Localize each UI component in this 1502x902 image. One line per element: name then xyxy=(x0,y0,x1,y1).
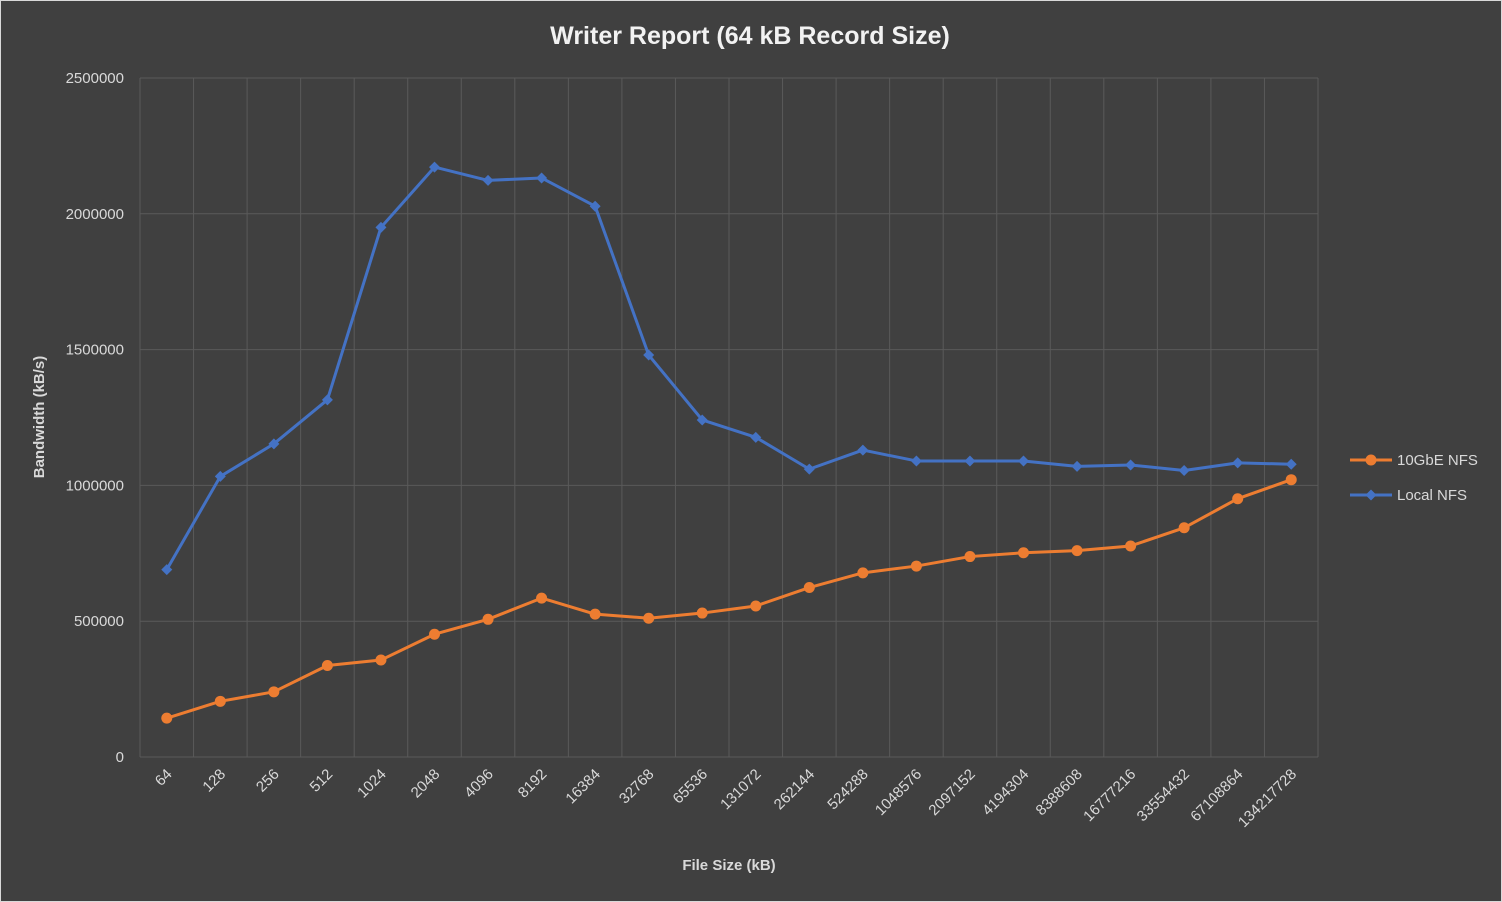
data-point xyxy=(803,582,815,594)
legend: 10GbE NFS Local NFS xyxy=(1350,452,1478,504)
x-tick-label: 262144 xyxy=(771,766,818,813)
legend-marker xyxy=(1365,454,1377,466)
data-point xyxy=(589,608,601,620)
data-point xyxy=(268,438,280,450)
data-point xyxy=(375,654,387,666)
data-point xyxy=(803,463,815,475)
data-point xyxy=(429,628,440,640)
data-point xyxy=(161,712,173,724)
data-point xyxy=(1125,459,1137,471)
data-point xyxy=(910,560,922,572)
data-point xyxy=(643,612,655,624)
data-point xyxy=(696,607,708,619)
series-line-0 xyxy=(166,478,1292,720)
series-line-1 xyxy=(165,165,1292,571)
data-point xyxy=(482,613,494,625)
data-point xyxy=(1178,522,1190,534)
y-tick-label: 500000 xyxy=(74,613,124,630)
data-point xyxy=(1178,464,1190,476)
x-tick-label: 8388608 xyxy=(1033,766,1086,819)
data-point xyxy=(1285,474,1297,486)
x-axis-title: File Size (kB) xyxy=(682,857,775,874)
data-point xyxy=(1232,457,1244,469)
y-tick-label: 0 xyxy=(116,749,124,766)
data-point xyxy=(1071,460,1083,472)
x-tick-label: 134217728 xyxy=(1235,766,1300,831)
data-point xyxy=(964,455,976,467)
data-point xyxy=(696,414,708,426)
x-tick-label: 1024 xyxy=(354,766,390,802)
x-tick-label: 33554432 xyxy=(1134,766,1193,825)
y-axis-ticks: 0 500000 1000000 1500000 2000000 2500000 xyxy=(66,70,124,766)
series-layer xyxy=(161,161,1297,724)
x-tick-label: 1048576 xyxy=(872,766,925,819)
data-point xyxy=(214,470,226,482)
legend-label: 10GbE NFS xyxy=(1397,452,1478,469)
legend-label: Local NFS xyxy=(1397,487,1467,504)
data-point xyxy=(161,564,173,576)
y-tick-label: 2000000 xyxy=(66,206,124,223)
data-point xyxy=(964,551,976,563)
data-point xyxy=(750,600,762,612)
x-tick-label: 32768 xyxy=(616,766,658,808)
data-point xyxy=(429,161,440,173)
y-tick-label: 2500000 xyxy=(66,70,124,87)
y-tick-label: 1000000 xyxy=(66,477,124,494)
x-tick-label: 524288 xyxy=(824,766,871,813)
data-point xyxy=(857,444,869,456)
y-axis-title: Bandwidth (kB/s) xyxy=(31,356,48,479)
chart-title: Writer Report (64 kB Record Size) xyxy=(550,22,950,50)
data-point xyxy=(750,431,762,443)
x-tick-label: 256 xyxy=(253,766,283,796)
data-point xyxy=(321,394,333,406)
x-tick-label: 2048 xyxy=(408,766,444,802)
data-point xyxy=(1125,540,1137,552)
data-point xyxy=(375,221,387,233)
data-point xyxy=(1018,547,1029,559)
data-point xyxy=(589,200,601,212)
x-tick-label: 8192 xyxy=(515,766,551,802)
x-axis-ticks: 64 128 256 512 1024 2048 4096 8192 16384 32768 655… xyxy=(152,766,1300,831)
data-point xyxy=(214,695,226,707)
x-tick-label: 131072 xyxy=(717,766,764,813)
x-tick-label: 16777216 xyxy=(1080,766,1139,825)
y-tick-label: 1500000 xyxy=(66,342,124,359)
data-point xyxy=(857,567,869,579)
data-point xyxy=(643,349,655,361)
x-tick-label: 4096 xyxy=(461,766,497,802)
x-tick-label: 64 xyxy=(152,766,176,790)
data-point xyxy=(1071,545,1083,557)
x-tick-label: 512 xyxy=(307,766,337,796)
x-tick-label: 2097152 xyxy=(925,766,978,819)
data-point xyxy=(910,455,922,467)
data-point xyxy=(482,174,494,186)
data-point xyxy=(1018,455,1029,467)
x-tick-label: 4194304 xyxy=(979,766,1032,819)
x-tick-label: 128 xyxy=(199,766,229,796)
data-point xyxy=(536,592,548,604)
data-point xyxy=(536,172,548,184)
x-tick-label: 16384 xyxy=(562,766,604,808)
legend-marker xyxy=(1365,489,1377,501)
x-tick-label: 65536 xyxy=(670,766,712,808)
data-point xyxy=(321,659,333,671)
data-point xyxy=(268,686,280,698)
gridlines xyxy=(139,77,1319,758)
data-point xyxy=(1232,493,1244,505)
data-point xyxy=(1285,458,1297,470)
